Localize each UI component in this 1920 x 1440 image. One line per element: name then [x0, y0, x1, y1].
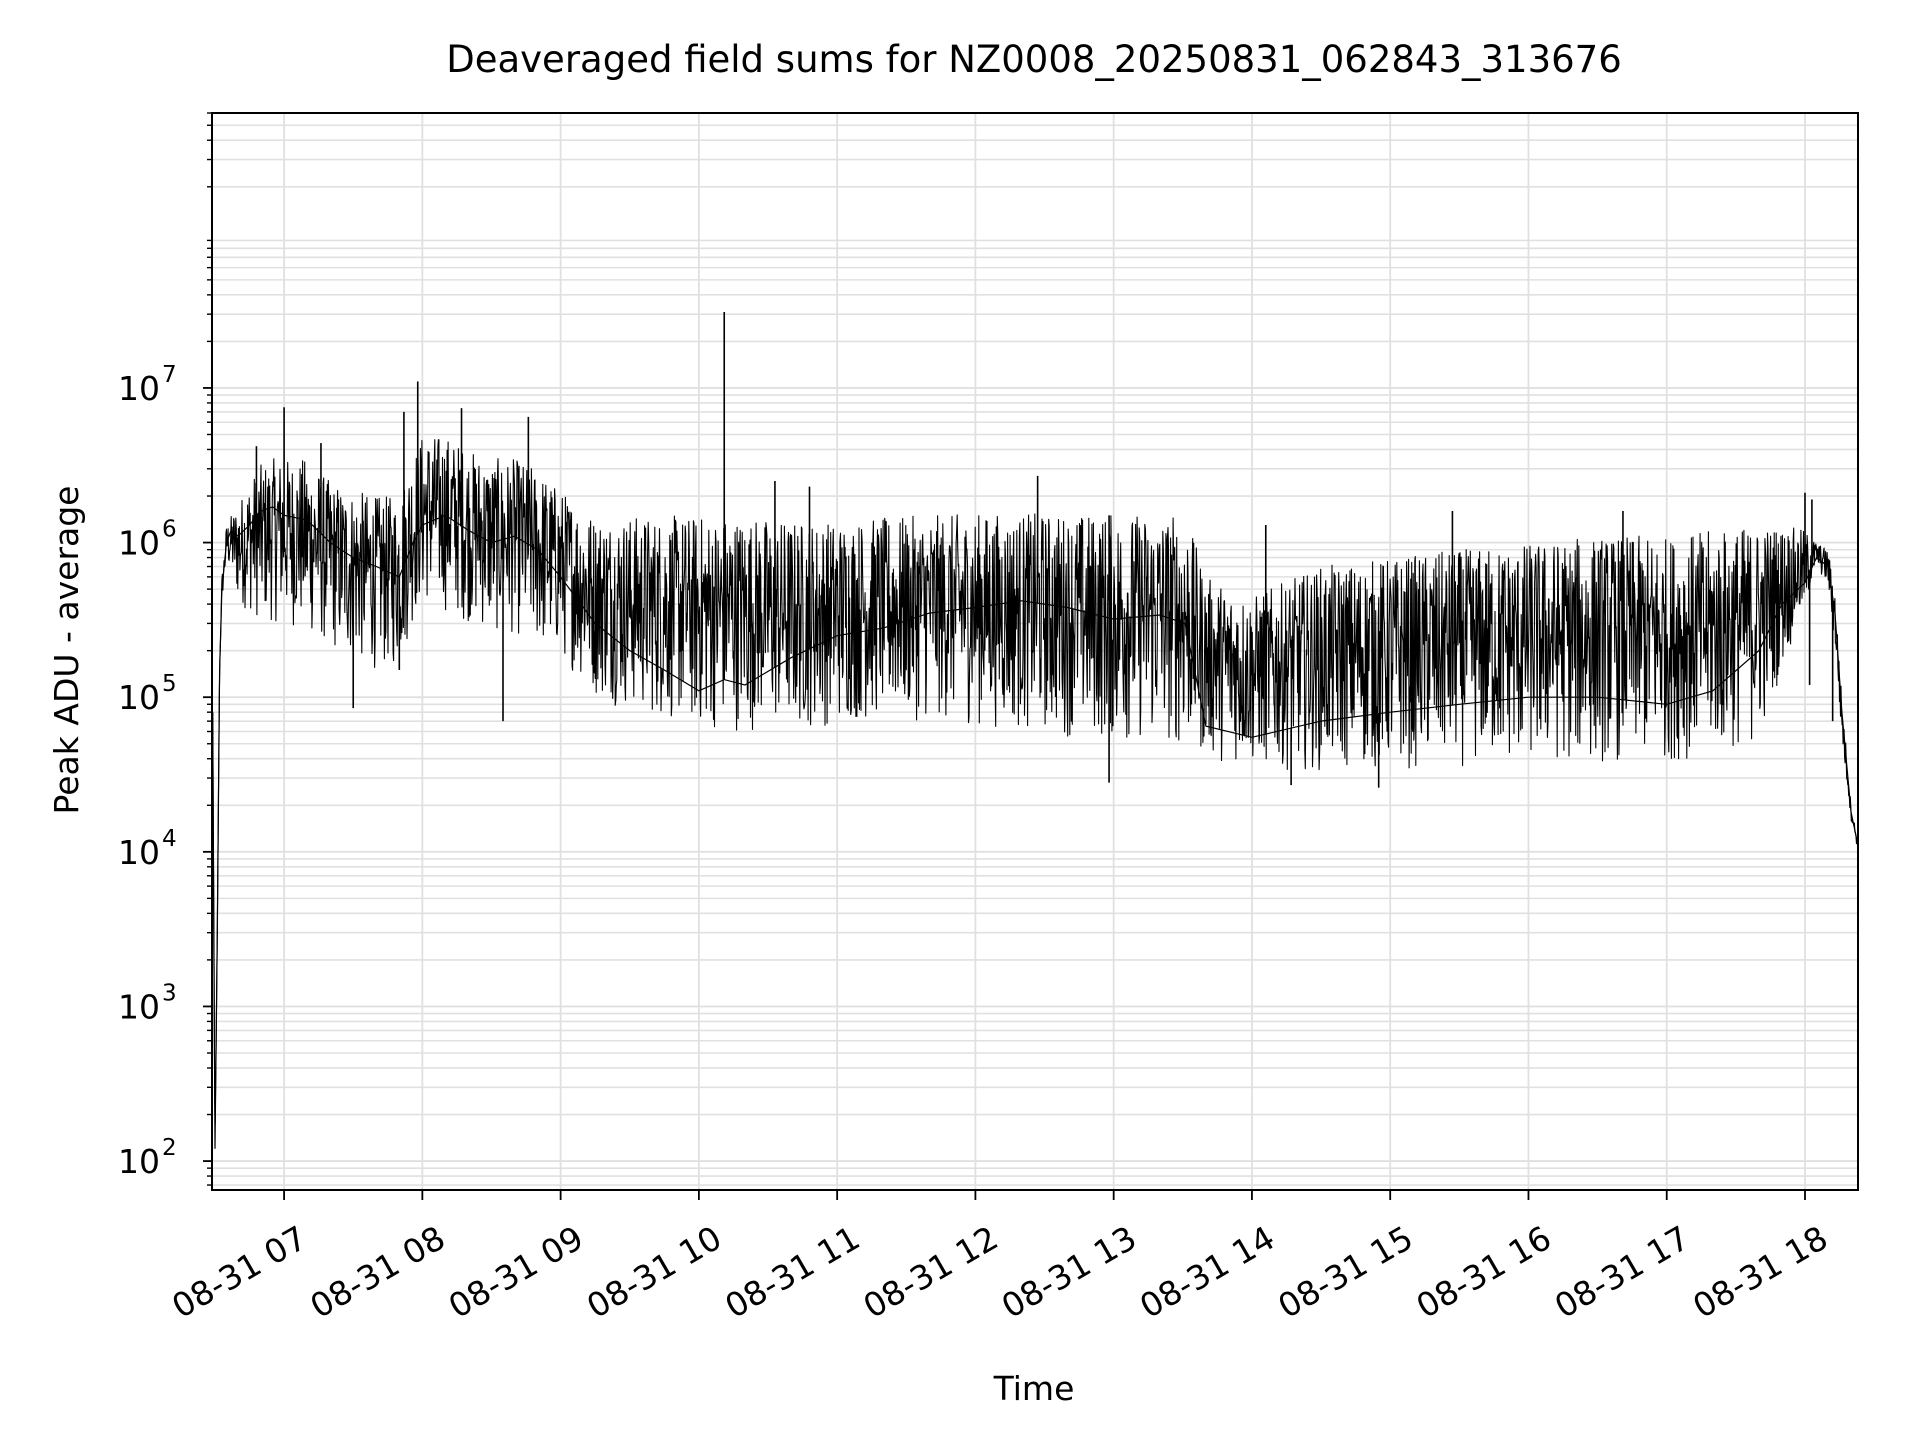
y-tick-label: 10 — [118, 987, 160, 1026]
series-line — [212, 439, 1859, 1125]
y-axis-label: Peak ADU - average — [47, 486, 86, 815]
plot-frame — [211, 112, 1859, 1191]
y-tick-exponent: 7 — [162, 362, 177, 388]
y-tick-exponent: 6 — [162, 517, 177, 543]
y-tick-label: 10 — [118, 524, 160, 563]
y-tick-exponent: 2 — [162, 1135, 177, 1161]
x-axis-label: Time — [993, 1369, 1075, 1408]
series-core-line — [212, 506, 1859, 1149]
chart-title: Deaveraged field sums for NZ0008_2025083… — [446, 38, 1622, 81]
y-tick-exponent: 3 — [162, 980, 177, 1006]
y-tick-exponent: 4 — [162, 826, 177, 852]
series-layer — [212, 311, 1859, 1149]
y-tick-exponent: 5 — [162, 671, 177, 697]
y-tick-label: 10 — [118, 833, 160, 872]
y-tick-label: 10 — [118, 369, 160, 408]
minor-grid — [207, 112, 1858, 1186]
y-tick-label: 10 — [118, 678, 160, 717]
y-tick-label: 10 — [118, 1142, 160, 1181]
